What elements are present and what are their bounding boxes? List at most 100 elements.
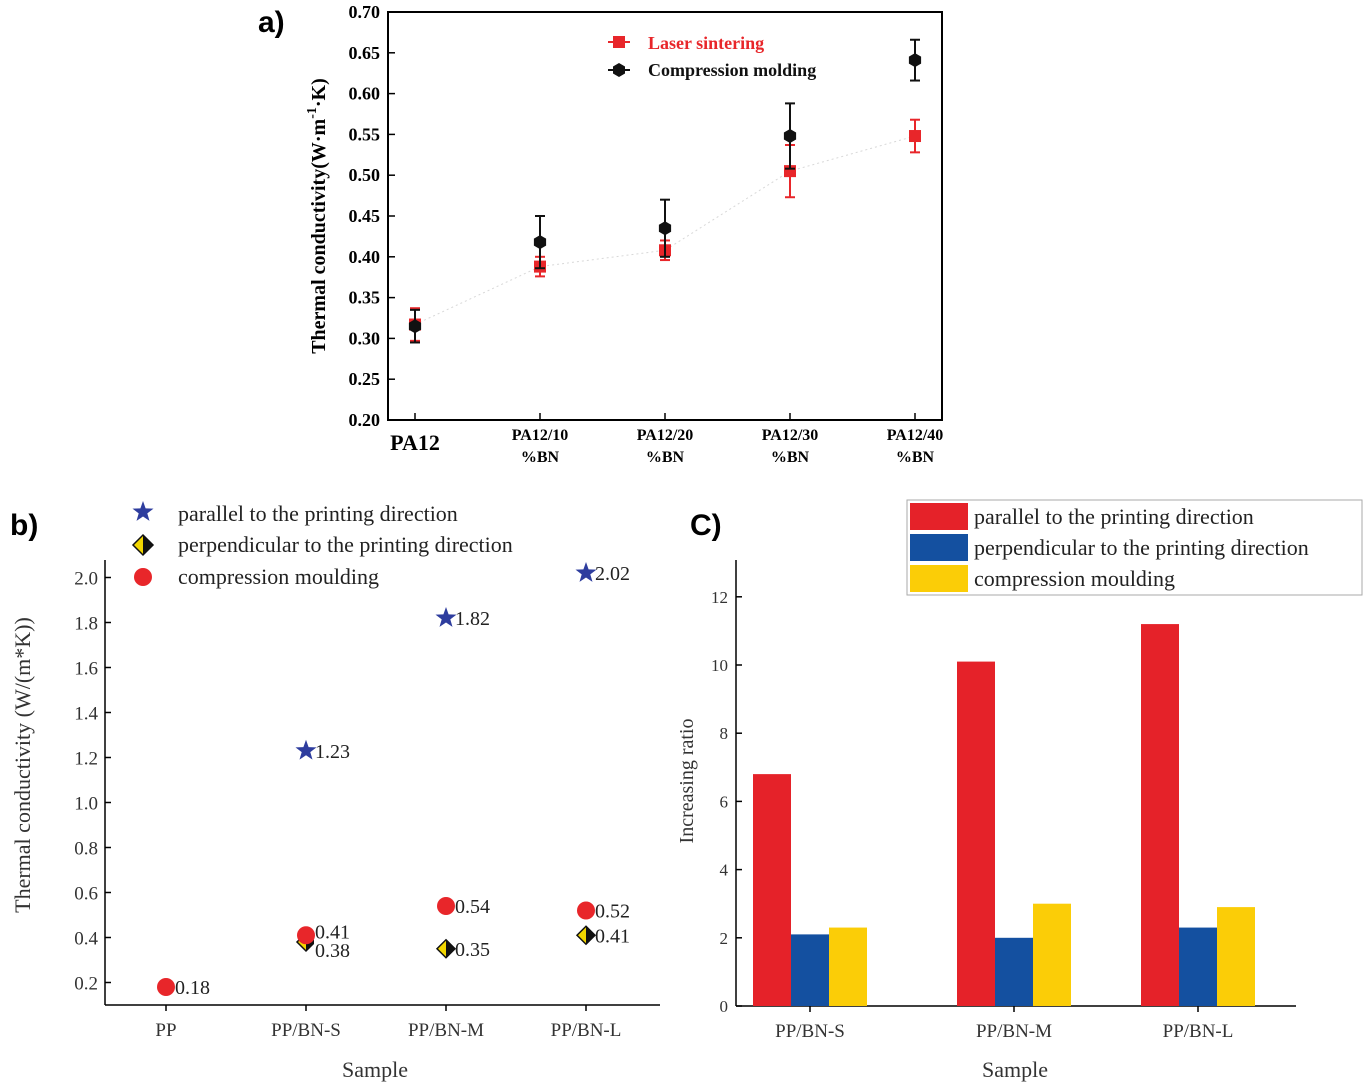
panel-c-x-axis-title: Sample <box>982 1057 1048 1082</box>
legend-parallel-label: parallel to the printing direction <box>178 501 458 526</box>
panel-c-y-tick-label: 12 <box>711 588 728 607</box>
panel-a-y-axis: 0.20 0.25 0.30 0.35 0.40 0.45 0.50 0.55 0.60 0.65… <box>349 2 395 430</box>
panel-a-x-tick-label-2: %BN <box>646 449 685 466</box>
panel-a-x-tick-label: PA12 <box>390 430 440 455</box>
panel-a-legend: Laser sintering Compression molding <box>608 33 816 80</box>
panel-b-x-tick-label: PP/BN-L <box>551 1020 622 1041</box>
legend-perpendicular-diamond-right <box>143 535 153 555</box>
legend-moulding-label: compression moulding <box>178 564 379 589</box>
panel-a-trend-line <box>414 135 916 325</box>
perpendicular-diamond-half <box>446 939 455 958</box>
compression-molding-point <box>783 129 797 143</box>
panel-c-y-tick-label: 4 <box>720 861 729 880</box>
panel-a-y-tick-label: 0.60 <box>349 84 381 104</box>
panel-b-label-bg <box>314 739 360 764</box>
parallel-star-point <box>435 607 457 627</box>
panel-b-y-tick-label: 0.8 <box>74 839 98 860</box>
panel-b-data-label: 0.38 <box>315 940 350 962</box>
bar-compression-moulding <box>829 927 867 1006</box>
panel-b-data-label: 0.41 <box>595 925 630 947</box>
panel-a-y-title-tail: ) <box>308 78 330 85</box>
panel-a-y-tick-label: 0.70 <box>349 2 381 22</box>
panel-a-x-tick-label: PA12/40 <box>887 427 944 444</box>
parallel-star-point <box>575 562 597 582</box>
panel-a-y-tick-label: 0.35 <box>349 288 381 308</box>
panel-b-label-bg <box>454 895 500 919</box>
panel-a-marks <box>408 38 922 344</box>
panel-b-data-label: 0.52 <box>595 901 630 923</box>
laser-sintering-point <box>909 130 921 143</box>
panel-b-legend: parallel to the printing direction perpe… <box>131 501 513 589</box>
panel-b-x-axis: PP PP/BN-S PP/BN-M PP/BN-L <box>155 1005 621 1041</box>
bar-compression-moulding <box>1033 903 1071 1006</box>
panel-c-y-tick-label: 0 <box>720 997 729 1016</box>
perpendicular-diamond-half <box>586 926 595 945</box>
panel-b-label: b) <box>10 509 38 542</box>
panel-a-y-tick-label: 0.20 <box>349 410 381 430</box>
panel-c-x-axis: PP/BN-S PP/BN-M PP/BN-L <box>775 1006 1233 1042</box>
panel-a-x-tick-label: PA12/10 <box>512 427 569 444</box>
panel-c-y-axis-title: Increasing ratio <box>676 719 698 844</box>
panel-b-y-tick-label: 0.6 <box>74 884 98 905</box>
panel-b-marks: 1.23 1.82 2.02 0.38 0.35 0.41 0.18 0.41 0.54 0.52 <box>157 562 640 1000</box>
panel-a-x-tick-label: PA12/30 <box>762 427 819 444</box>
compression-moulding-point <box>157 978 175 996</box>
legend-moulding-dot <box>134 568 152 586</box>
panel-b-label-bg <box>314 920 360 945</box>
panel-a-y-tick-label: 0.30 <box>349 328 381 348</box>
panel-c: C) 0 2 4 6 8 10 12 PP/BN-S PP/BN-M PP/BN-L Sampl… <box>676 499 1363 1082</box>
bar-parallel <box>957 661 995 1006</box>
panel-a-y-title-mid: ·K <box>308 84 330 107</box>
panel-b-y-tick-label: 0.4 <box>74 929 98 950</box>
panel-c-label: C) <box>690 509 722 542</box>
panel-c-legend: parallel to the printing direction perpe… <box>906 499 1363 596</box>
panel-b-data-label: 0.54 <box>455 896 490 918</box>
panel-b-x-tick-label: PP <box>155 1020 176 1041</box>
panel-b-y-axis-title: Thermal conductivity (W/(m*K)) <box>10 617 35 913</box>
legend-c-moulding-swatch <box>910 565 968 592</box>
compression-molding-point <box>908 53 922 68</box>
panel-b-y-tick-label: 1.0 <box>74 794 98 815</box>
panel-c-legend-frame <box>906 499 1363 596</box>
bar-perpendicular <box>791 934 829 1006</box>
legend-c-parallel-swatch <box>910 503 968 530</box>
panel-c-x-tick-label: PP/BN-S <box>775 1021 845 1042</box>
panel-c-x-tick-label: PP/BN-M <box>976 1021 1052 1042</box>
panel-b-label-bg <box>594 562 640 586</box>
panel-b-data-label: 0.18 <box>175 977 210 999</box>
panel-a-x-tick-label-2: %BN <box>521 449 560 466</box>
panel-a-y-axis-title: Thermal conductivity(W·m-1·K) <box>305 78 330 354</box>
panel-a-label: a) <box>258 6 285 39</box>
panel-b-data-label: 2.02 <box>595 563 630 585</box>
panel-b-y-tick-label: 1.8 <box>74 614 98 635</box>
panel-b: b) 0.2 0.4 0.6 0.8 1.0 1.2 1.4 1.6 1.8 2.0 PP PP/B… <box>10 501 660 1082</box>
panel-b-x-axis-title: Sample <box>342 1057 408 1082</box>
panel-b-label-bg <box>454 937 500 962</box>
legend-c-perpendicular-label: perpendicular to the printing direction <box>974 535 1309 560</box>
panel-b-data-label: 1.23 <box>315 741 350 763</box>
panel-c-bars <box>753 624 1255 1006</box>
panel-a-y-tick-label: 0.40 <box>349 247 381 267</box>
panel-b-y-tick-label: 1.2 <box>74 749 98 770</box>
compression-moulding-point <box>577 901 595 920</box>
panel-b-label-bg <box>454 607 500 631</box>
panel-c-y-tick-label: 2 <box>720 929 729 948</box>
panel-a-y-title-main: Thermal conductivity(W·m <box>308 118 330 353</box>
bar-parallel <box>753 774 791 1006</box>
bar-compression-moulding <box>1217 907 1255 1006</box>
panel-a-x-tick-label-2: %BN <box>771 449 810 466</box>
compression-molding-point <box>533 235 547 250</box>
panel-b-label-bg <box>594 899 640 924</box>
legend-c-perpendicular-swatch <box>910 534 968 561</box>
panel-b-label-bg <box>594 924 640 949</box>
panel-c-y-axis: 0 2 4 6 8 10 12 <box>711 588 742 1016</box>
parallel-star-point <box>295 739 317 760</box>
panel-a-y-tick-label: 0.50 <box>349 165 381 185</box>
compression-molding-point <box>408 319 422 334</box>
compression-molding-point <box>658 221 672 236</box>
panel-b-x-tick-label: PP/BN-S <box>271 1020 341 1041</box>
legend-laser-label: Laser sintering <box>648 33 764 53</box>
panel-a-y-title-sup: -1 <box>305 107 320 119</box>
panel-a-y-tick-label: 0.25 <box>349 369 381 389</box>
panel-c-y-tick-label: 6 <box>720 792 729 811</box>
